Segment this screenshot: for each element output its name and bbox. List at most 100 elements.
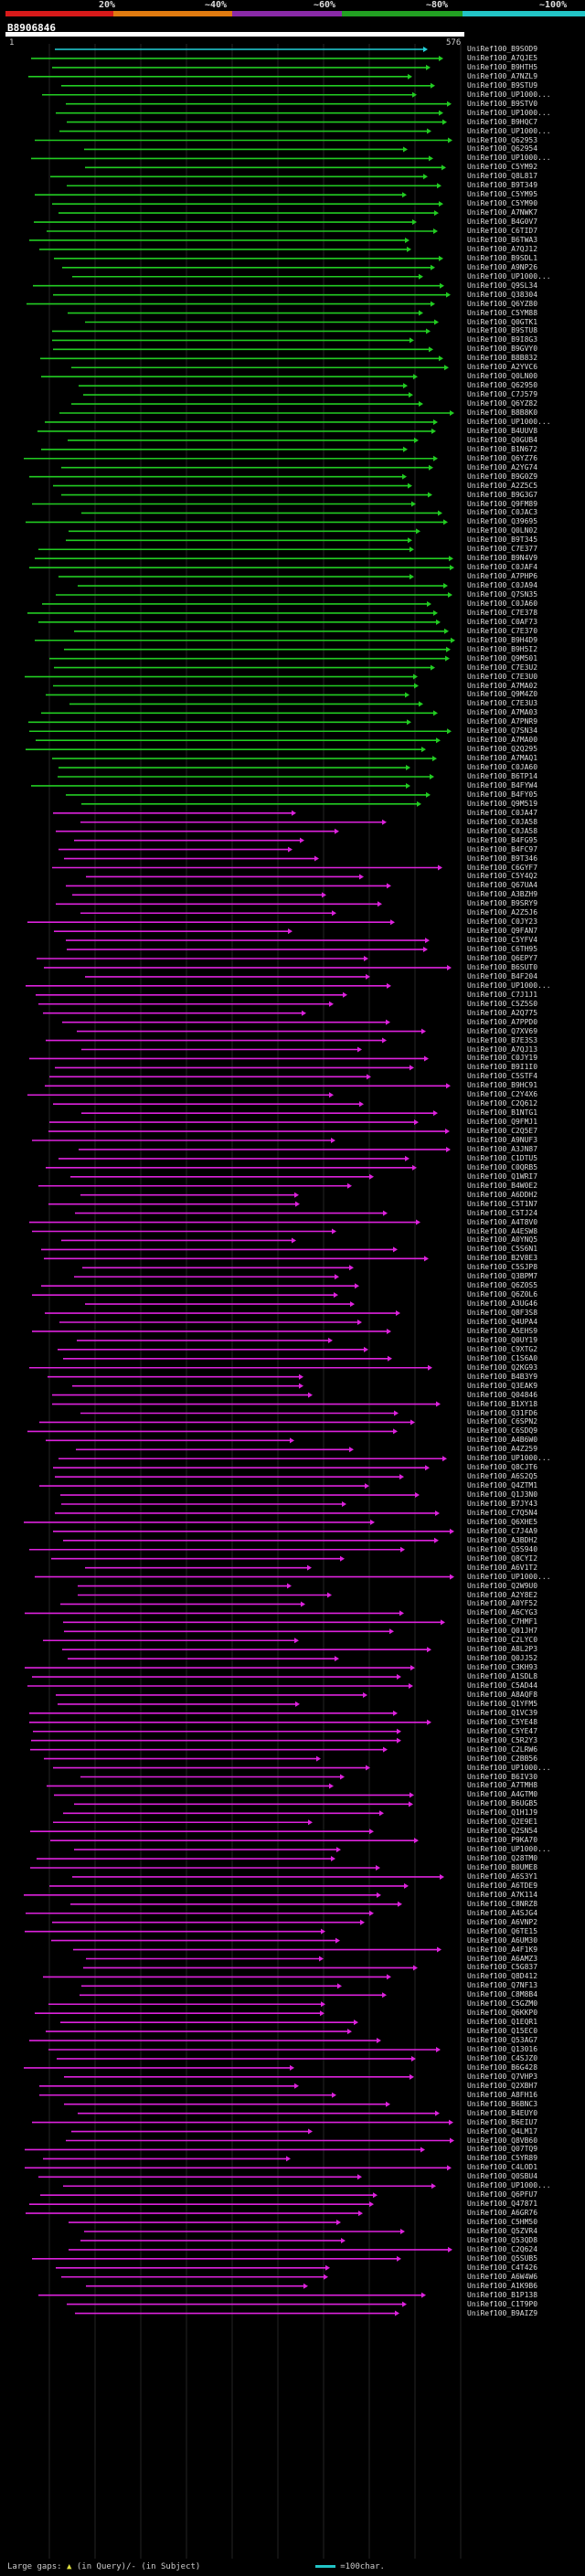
hit-label[interactable]: UniRef100_C0JA60 bbox=[467, 763, 538, 772]
hit-label[interactable]: UniRef100_C0JY19 bbox=[467, 1054, 538, 1063]
hit-label[interactable]: UniRef100_Q0GTK1 bbox=[467, 317, 538, 326]
hit-label[interactable]: UniRef100_Q62954 bbox=[467, 144, 538, 154]
hit-label[interactable]: UniRef100_C2Y4X6 bbox=[467, 1090, 538, 1099]
hit-label[interactable]: UniRef100_C4SJZ0 bbox=[467, 2053, 538, 2062]
hit-label[interactable]: UniRef100_B4FC97 bbox=[467, 844, 538, 853]
hit-label[interactable]: UniRef100_A7QJ12 bbox=[467, 244, 538, 253]
hit-label[interactable]: UniRef100_Q1EQR1 bbox=[467, 2018, 538, 2027]
hit-label[interactable]: UniRef100_B1NTG1 bbox=[467, 1108, 538, 1118]
hit-label[interactable]: UniRef100_Q04846 bbox=[467, 1390, 538, 1399]
hit-label[interactable]: UniRef100_B6G428 bbox=[467, 2062, 538, 2072]
hit-label[interactable]: UniRef100_Q6KKP0 bbox=[467, 2009, 538, 2018]
hit-label[interactable]: UniRef100_C2Q624 bbox=[467, 2244, 538, 2253]
hit-label[interactable]: UniRef100_C9XTG2 bbox=[467, 1344, 538, 1353]
hit-label[interactable]: UniRef100_B9I1I0 bbox=[467, 1063, 538, 1072]
hit-label[interactable]: UniRef100_Q7SN35 bbox=[467, 590, 538, 599]
hit-label[interactable]: UniRef100_Q6YZ82 bbox=[467, 399, 538, 408]
hit-label[interactable]: UniRef100_B2V8E3 bbox=[467, 1254, 538, 1263]
hit-label[interactable]: UniRef100_A6DDH2 bbox=[467, 1190, 538, 1199]
hit-label[interactable]: UniRef100_Q3BPM7 bbox=[467, 1272, 538, 1281]
hit-label[interactable]: UniRef100_A7TMH8 bbox=[467, 1781, 538, 1790]
hit-label[interactable]: UniRef100_B4UUV8 bbox=[467, 426, 538, 435]
hit-label[interactable]: UniRef100_C2BB56 bbox=[467, 1754, 538, 1763]
hit-label[interactable]: UniRef100_Q1H1J9 bbox=[467, 1808, 538, 1818]
hit-label[interactable]: UniRef100_C5HM50 bbox=[467, 2218, 538, 2227]
hit-label[interactable]: UniRef100_B6BNC3 bbox=[467, 2099, 538, 2108]
hit-label[interactable]: UniRef100_B9AIZ9 bbox=[467, 2308, 538, 2317]
hit-label[interactable]: UniRef100_A4F1K9 bbox=[467, 1945, 538, 1954]
hit-label[interactable]: UniRef100_A9NUF3 bbox=[467, 1136, 538, 1144]
hit-label[interactable]: UniRef100_C3KH93 bbox=[467, 1663, 538, 1672]
hit-label[interactable]: UniRef100_B9I8G3 bbox=[467, 335, 538, 345]
hit-label[interactable]: UniRef100_C5S6N1 bbox=[467, 1245, 538, 1254]
hit-label[interactable]: UniRef100_UP1000... bbox=[467, 1572, 551, 1581]
hit-label[interactable]: UniRef100_Q0UY19 bbox=[467, 1335, 538, 1344]
hit-label[interactable]: UniRef100_Q1J3N0 bbox=[467, 1490, 538, 1500]
hit-label[interactable]: UniRef100_A7PNR9 bbox=[467, 717, 538, 726]
hit-label[interactable]: UniRef100_UP1000... bbox=[467, 154, 551, 163]
hit-label[interactable]: UniRef100_C5YM90 bbox=[467, 199, 538, 208]
hit-label[interactable]: UniRef100_A3BZH9 bbox=[467, 890, 538, 899]
hit-label[interactable]: UniRef100_A7QJ13 bbox=[467, 1044, 538, 1054]
hit-label[interactable]: UniRef100_C0JA47 bbox=[467, 808, 538, 817]
hit-label[interactable]: UniRef100_Q7XV69 bbox=[467, 1026, 538, 1035]
hit-label[interactable]: UniRef100_A6S3Y1 bbox=[467, 1871, 538, 1881]
hit-label[interactable]: UniRef100_C7J4A9 bbox=[467, 1526, 538, 1535]
hit-label[interactable]: UniRef100_Q62953 bbox=[467, 135, 538, 144]
hit-label[interactable]: UniRef100_Q8F3S8 bbox=[467, 1309, 538, 1318]
hit-label[interactable]: UniRef100_Q9M4Z0 bbox=[467, 690, 538, 699]
hit-label[interactable]: UniRef100_C0JA60 bbox=[467, 599, 538, 608]
hit-label[interactable]: UniRef100_A4B6W0 bbox=[467, 1436, 538, 1445]
hit-label[interactable]: UniRef100_C0AF73 bbox=[467, 617, 538, 626]
hit-label[interactable]: UniRef100_C5AD44 bbox=[467, 1681, 538, 1690]
hit-label[interactable]: UniRef100_A9NP26 bbox=[467, 262, 538, 271]
hit-label[interactable]: UniRef100_A7QJE5 bbox=[467, 53, 538, 62]
hit-label[interactable]: UniRef100_B9T345 bbox=[467, 535, 538, 545]
hit-label[interactable]: UniRef100_A7MAQ1 bbox=[467, 754, 538, 763]
hit-label[interactable]: UniRef100_A5EHS9 bbox=[467, 1326, 538, 1335]
hit-label[interactable]: UniRef100_Q2KG93 bbox=[467, 1362, 538, 1372]
hit-label[interactable]: UniRef100_Q67UA4 bbox=[467, 881, 538, 890]
hit-label[interactable]: UniRef100_A7MA02 bbox=[467, 681, 538, 690]
hit-label[interactable]: UniRef100_B6SUT0 bbox=[467, 962, 538, 971]
hit-label[interactable]: UniRef100_A2YVC6 bbox=[467, 363, 538, 372]
hit-label[interactable]: UniRef100_B4B3Y9 bbox=[467, 1372, 538, 1381]
hit-label[interactable]: UniRef100_Q7NF13 bbox=[467, 1981, 538, 1990]
hit-label[interactable]: UniRef100_B4G0V7 bbox=[467, 217, 538, 227]
hit-label[interactable]: UniRef100_A7NWK7 bbox=[467, 208, 538, 217]
hit-label[interactable]: UniRef100_C0JA94 bbox=[467, 581, 538, 590]
hit-label[interactable]: UniRef100_Q6EPY7 bbox=[467, 954, 538, 962]
hit-label[interactable]: UniRef100_C0JA58 bbox=[467, 817, 538, 826]
hit-label[interactable]: UniRef100_A4Z259 bbox=[467, 1445, 538, 1454]
hit-label[interactable]: UniRef100_Q9FAN7 bbox=[467, 927, 538, 936]
hit-label[interactable]: UniRef100_C6GYF7 bbox=[467, 863, 538, 872]
hit-label[interactable]: UniRef100_A2Z5J6 bbox=[467, 908, 538, 917]
hit-label[interactable]: UniRef100_C5Z5S0 bbox=[467, 999, 538, 1008]
hit-label[interactable]: UniRef100_C5G837 bbox=[467, 1963, 538, 1972]
hit-label[interactable]: UniRef100_Q1WRI7 bbox=[467, 1171, 538, 1181]
hit-label[interactable]: UniRef100_B9H5I2 bbox=[467, 644, 538, 653]
hit-label[interactable]: UniRef100_C2Q5E7 bbox=[467, 1127, 538, 1136]
hit-label[interactable]: UniRef100_Q7VHP3 bbox=[467, 2072, 538, 2081]
hit-label[interactable]: UniRef100_B0UME8 bbox=[467, 1863, 538, 1871]
hit-label[interactable]: UniRef100_Q47871 bbox=[467, 2200, 538, 2209]
hit-label[interactable]: UniRef100_C8NRZ8 bbox=[467, 1899, 538, 1908]
hit-label[interactable]: UniRef100_Q0GUB4 bbox=[467, 435, 538, 444]
hit-label[interactable]: UniRef100_C5TJ24 bbox=[467, 1208, 538, 1217]
hit-label[interactable]: UniRef100_A0YF52 bbox=[467, 1599, 538, 1608]
hit-label[interactable]: UniRef100_C5STF4 bbox=[467, 1072, 538, 1081]
hit-label[interactable]: UniRef100_Q13016 bbox=[467, 2045, 538, 2053]
hit-label[interactable]: UniRef100_Q01JH7 bbox=[467, 1627, 538, 1636]
hit-label[interactable]: UniRef100_C0JAF4 bbox=[467, 563, 538, 572]
hit-label[interactable]: UniRef100_C5YM88 bbox=[467, 308, 538, 317]
hit-label[interactable]: UniRef100_A7MA00 bbox=[467, 736, 538, 745]
hit-label[interactable]: UniRef100_Q39695 bbox=[467, 517, 538, 526]
hit-label[interactable]: UniRef100_B9T349 bbox=[467, 181, 538, 190]
hit-label[interactable]: UniRef100_B9HQC7 bbox=[467, 117, 538, 126]
hit-label[interactable]: UniRef100_Q2E9E1 bbox=[467, 1818, 538, 1827]
hit-label[interactable]: UniRef100_C1S6A0 bbox=[467, 1353, 538, 1362]
hit-label[interactable]: UniRef100_Q9M519 bbox=[467, 799, 538, 808]
hit-label[interactable]: UniRef100_B9SRY9 bbox=[467, 899, 538, 908]
hit-label[interactable]: UniRef100_Q53QD8 bbox=[467, 2235, 538, 2244]
hit-label[interactable]: UniRef100_A6UM30 bbox=[467, 1935, 538, 1945]
